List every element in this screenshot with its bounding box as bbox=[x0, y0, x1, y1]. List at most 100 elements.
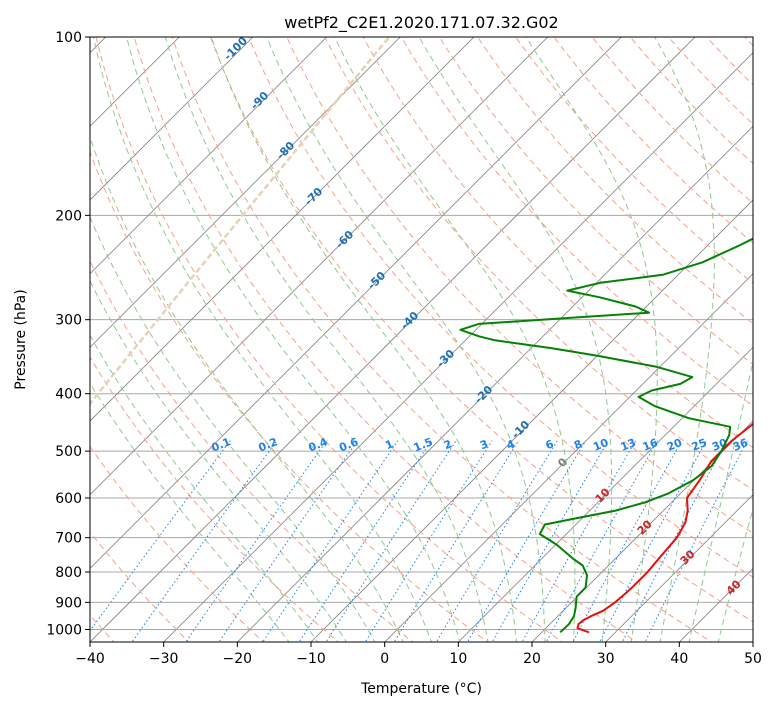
y-tick-label: 500 bbox=[55, 444, 82, 460]
y-tick-label: 300 bbox=[55, 313, 82, 329]
moist-adiabat--8 bbox=[90, 279, 347, 642]
moist-adiabat-44 bbox=[717, 506, 753, 642]
moist-adiabat-8 bbox=[126, 37, 461, 642]
mixing-ratio-label: 20 bbox=[665, 436, 684, 454]
x-tick-label: −40 bbox=[75, 651, 105, 667]
mixing-ratio-line-14 bbox=[572, 440, 683, 642]
dry-adiabat-20 bbox=[95, 37, 564, 642]
mixing-ratio-label: 30 bbox=[710, 436, 729, 454]
moist-adiabat--4 bbox=[90, 215, 376, 642]
isotherm-20 bbox=[531, 420, 753, 642]
y-axis-label: Pressure (hPa) bbox=[13, 289, 29, 389]
mixing-ratio-line-10 bbox=[466, 440, 587, 642]
mixing-ratio-label: 8 bbox=[572, 437, 584, 452]
x-tick-label: −20 bbox=[223, 651, 253, 667]
mixing-ratio-label: 25 bbox=[690, 436, 709, 454]
isotherm--40 bbox=[90, 37, 696, 642]
y-tick-label: 700 bbox=[55, 531, 82, 547]
y-tick-label: 1000 bbox=[46, 622, 82, 638]
dry-adiabat--20 bbox=[90, 445, 265, 642]
mixing-ratio-line-1 bbox=[131, 440, 278, 642]
saturation-curve-line bbox=[90, 37, 391, 406]
y-axis-ticks: 100 200 300 400 500 600 700 800 900 1000 bbox=[46, 30, 90, 638]
isotherm--70 bbox=[90, 37, 475, 422]
mixing-ratio-line-11 bbox=[491, 440, 609, 642]
mixing-ratio-line-16 bbox=[621, 440, 728, 642]
plot-area: 0.1 0.2 0.4 0.6 1 1.5 2 3 4 6 8 10 13 16 20 25 30 36-100-… bbox=[90, 37, 753, 642]
background-line-labels: 0.1 0.2 0.4 0.6 1 1.5 2 3 4 6 8 10 13 16 20 25 30 36-100-… bbox=[210, 37, 751, 598]
x-tick-label: 40 bbox=[670, 651, 688, 667]
moist-adiabat-40 bbox=[688, 358, 753, 642]
isotherm--50 bbox=[90, 37, 622, 569]
y-tick-label: 600 bbox=[55, 491, 82, 507]
moist-adiabat-4 bbox=[92, 37, 432, 642]
isotherm--90 bbox=[90, 37, 328, 275]
x-tick-label: −10 bbox=[296, 651, 326, 667]
moist-adiabat--16 bbox=[90, 382, 290, 642]
isotherm--100 bbox=[90, 37, 254, 201]
x-axis-label: Temperature (°C) bbox=[360, 681, 482, 697]
x-tick-label: 10 bbox=[449, 651, 467, 667]
dry-adiabats bbox=[90, 37, 753, 642]
x-tick-label: 50 bbox=[744, 651, 762, 667]
y-tick-label: 200 bbox=[55, 208, 82, 224]
mixing-ratio-label: 13 bbox=[619, 436, 638, 454]
mixing-ratio-label: 36 bbox=[731, 436, 750, 454]
mixing-ratio-label: 1 bbox=[383, 437, 395, 452]
moist-adiabat-36 bbox=[654, 37, 715, 642]
mixing-ratio-line-5 bbox=[298, 440, 432, 642]
mixing-ratio-line-4 bbox=[262, 440, 399, 642]
x-tick-label: 20 bbox=[523, 651, 541, 667]
mixing-ratio-label: 10 bbox=[591, 436, 610, 454]
x-tick-label: 0 bbox=[380, 651, 389, 667]
sounding-series bbox=[459, 237, 753, 634]
y-tick-label: 800 bbox=[55, 565, 82, 581]
isotherm-10 bbox=[457, 346, 753, 642]
mixing-ratio-label: 2 bbox=[442, 437, 454, 452]
dry-adiabat-0 bbox=[90, 259, 414, 642]
mixing-ratio-line-13 bbox=[545, 440, 659, 642]
mixing-ratio-label: 16 bbox=[641, 436, 660, 454]
isotherm-30 bbox=[605, 494, 753, 642]
isotherm--20 bbox=[236, 125, 753, 642]
mixing-ratio-line-8 bbox=[393, 440, 520, 642]
mixing-ratio-lines bbox=[90, 440, 748, 642]
isotherm--60 bbox=[90, 37, 549, 496]
moist-adiabat-28 bbox=[418, 37, 613, 642]
y-tick-label: 900 bbox=[55, 595, 82, 611]
isotherm--110 bbox=[90, 37, 180, 127]
isotherm-grid bbox=[90, 37, 753, 642]
mixing-ratio-line-2 bbox=[185, 440, 328, 642]
isotherm--10 bbox=[310, 199, 753, 642]
moist-adiabat-12 bbox=[164, 37, 489, 642]
sounding-series-line-0 bbox=[576, 422, 753, 634]
dry-adiabat-30 bbox=[133, 37, 638, 642]
y-tick-label: 400 bbox=[55, 387, 82, 403]
mixing-ratio-label: 3 bbox=[478, 437, 490, 452]
moist-adiabat-24 bbox=[334, 37, 576, 642]
moist-adiabat--12 bbox=[90, 334, 319, 642]
dry-adiabat-50 bbox=[209, 37, 753, 623]
saturation-curve bbox=[90, 37, 391, 406]
isotherm-0 bbox=[384, 273, 753, 642]
moist-adiabat-32 bbox=[525, 37, 658, 642]
y-tick-label: 100 bbox=[55, 30, 82, 46]
chart-title: wetPf2_C2E1.2020.171.07.32.G02 bbox=[284, 13, 558, 33]
isotherm--80 bbox=[90, 37, 401, 348]
dry-adiabat-130 bbox=[515, 37, 753, 284]
dry-adiabat-10 bbox=[90, 150, 489, 642]
isobar-grid bbox=[90, 37, 753, 630]
moist-adiabat-0 bbox=[90, 135, 404, 642]
plot-frame bbox=[89, 36, 754, 643]
x-tick-label: −30 bbox=[149, 651, 179, 667]
dry-adiabat--10 bbox=[90, 356, 340, 642]
mixing-ratio-line-6 bbox=[325, 440, 457, 642]
mixing-ratio-line-9 bbox=[435, 440, 558, 642]
x-tick-label: 30 bbox=[597, 651, 615, 667]
mixing-ratio-line-12 bbox=[521, 440, 637, 642]
mixing-ratio-line-7 bbox=[364, 440, 493, 642]
sounding-series-line-1 bbox=[459, 237, 753, 634]
moist-adiabats bbox=[90, 37, 753, 642]
x-axis-ticks: −40 −30 −20 −10 0 10 20 30 40 50 bbox=[75, 642, 762, 667]
